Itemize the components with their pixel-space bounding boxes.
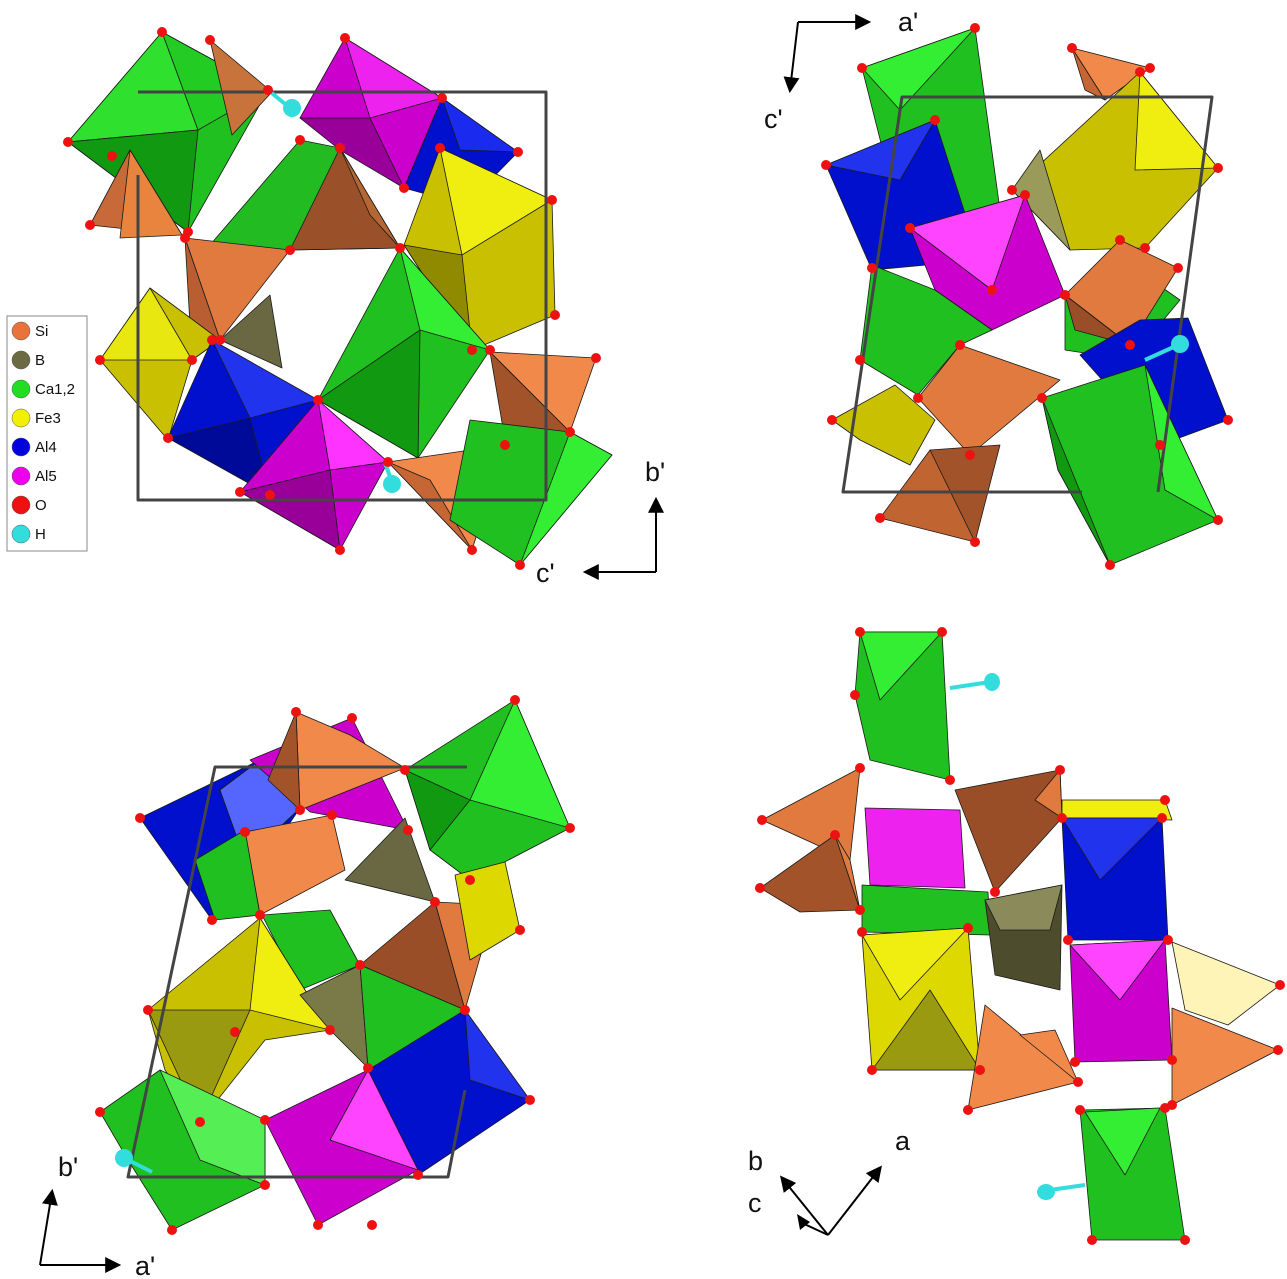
o-atoms-bottom-right	[755, 627, 1285, 1245]
panel-top-right	[825, 27, 1229, 566]
legend-item: Al5	[11, 466, 57, 486]
axis-arrow-b	[779, 1175, 829, 1236]
axis-label-c-prime: c'	[536, 558, 555, 588]
legend-label: Al4	[35, 439, 57, 456]
legend-swatch	[11, 321, 31, 341]
legend-swatch	[11, 466, 31, 486]
axis-label-a: a	[895, 1126, 911, 1156]
legend-swatch	[11, 524, 31, 544]
legend-item: H	[11, 524, 46, 544]
legend-label: H	[35, 526, 46, 543]
h-atoms-top-right	[1144, 335, 1189, 362]
legend-swatch	[11, 379, 31, 399]
axis-c-arrowhead	[797, 1214, 810, 1230]
axis-label-a-prime-bl: a'	[135, 1251, 155, 1279]
axis-arrow-a	[827, 1165, 882, 1236]
o-atoms-bottom-left	[95, 695, 575, 1235]
legend-swatch	[11, 495, 31, 515]
legend-swatch	[11, 350, 31, 370]
o-atoms-top-left	[63, 27, 601, 570]
h-atoms-bottom-right	[949, 673, 1086, 1200]
axis-arrow-c-prime-tr	[783, 21, 800, 94]
legend-item: Ca1,2	[11, 379, 75, 399]
axis-label-b: b	[748, 1146, 763, 1176]
legend-label: Ca1,2	[35, 381, 75, 398]
legend-item: Al4	[11, 437, 57, 457]
axis-label-a-prime-tr: a'	[898, 7, 918, 37]
h-atoms-bottom-left	[115, 1149, 153, 1174]
axes-top-right	[783, 14, 872, 94]
legend-label: Al5	[35, 468, 57, 485]
o-atoms-top-right	[821, 23, 1233, 570]
axis-label-c-prime-tr: c'	[764, 104, 783, 134]
panel-bottom-left	[99, 699, 571, 1231]
axis-arrow-b-prime-bl	[39, 1188, 58, 1266]
legend: Si B Ca1,2 Fe3 Al4 Al5 OH	[6, 315, 88, 552]
panel-top-left	[67, 31, 613, 566]
axes-bottom-right	[779, 1165, 882, 1236]
legend-label: Fe3	[35, 410, 61, 427]
axes-top-left	[582, 496, 664, 580]
axes-bottom-left	[39, 1188, 122, 1273]
panel-bottom-right	[759, 631, 1281, 1241]
legend-label: Si	[35, 323, 48, 340]
legend-item: Fe3	[11, 408, 61, 428]
legend-item: B	[11, 350, 45, 370]
axis-label-b-prime: b'	[645, 457, 665, 487]
legend-swatch	[11, 408, 31, 428]
axis-label-c: c	[748, 1188, 762, 1218]
legend-item: O	[11, 495, 47, 515]
legend-label: B	[35, 352, 45, 369]
legend-item: Si	[11, 321, 48, 341]
axis-label-b-prime-bl: b'	[58, 1152, 78, 1182]
legend-swatch	[11, 437, 31, 457]
legend-label: O	[35, 497, 47, 514]
